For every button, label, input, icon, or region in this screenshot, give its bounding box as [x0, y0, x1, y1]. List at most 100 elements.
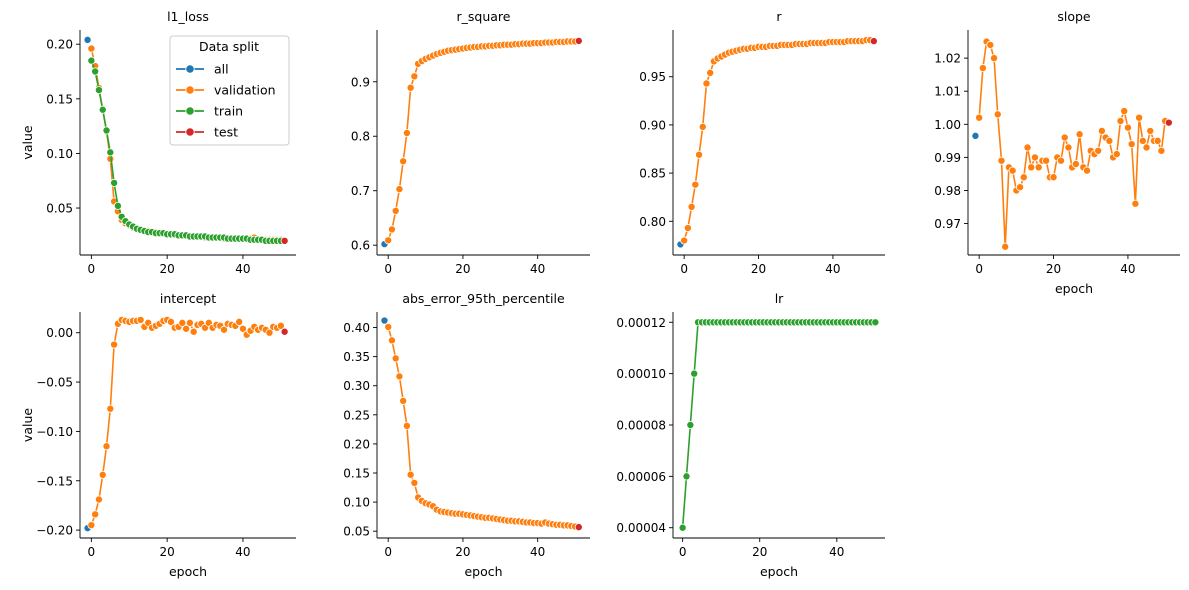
data-point — [1023, 143, 1032, 152]
data-point — [1105, 136, 1114, 145]
x-tick-label: 40 — [530, 545, 545, 559]
data-point — [680, 236, 689, 245]
x-tick-label: 0 — [679, 545, 687, 559]
y-tick-label: 0.00006 — [616, 470, 666, 484]
data-point — [185, 318, 194, 327]
data-point — [410, 478, 419, 487]
y-tick-label: 0.85 — [639, 167, 666, 181]
x-tick-label: 20 — [751, 262, 766, 276]
data-point — [235, 317, 244, 326]
data-point — [189, 327, 198, 336]
data-point — [387, 225, 396, 234]
x-axis-label: epoch — [169, 564, 207, 579]
series-all — [83, 35, 92, 44]
data-point — [993, 110, 1002, 119]
y-tick-label: 0.95 — [639, 70, 666, 84]
x-tick-label: 40 — [235, 262, 250, 276]
legend-label: train — [214, 104, 243, 119]
data-point — [1060, 133, 1069, 142]
data-point — [387, 336, 396, 345]
subplot-title: abs_error_95th_percentile — [402, 291, 565, 306]
series-line — [387, 40, 576, 241]
series-test — [574, 36, 583, 45]
y-tick-label: 0.05 — [46, 202, 73, 216]
data-point — [110, 178, 119, 187]
data-point — [574, 36, 583, 45]
y-tick-label: 1.02 — [934, 52, 961, 66]
data-point — [1064, 143, 1073, 152]
data-point — [1016, 183, 1025, 192]
y-tick-label: 0.00008 — [616, 419, 666, 433]
data-point — [686, 420, 695, 429]
data-point — [402, 421, 411, 430]
series-validation — [384, 322, 580, 531]
data-point — [1075, 130, 1084, 139]
y-tick-label: 0.97 — [934, 217, 961, 231]
data-point — [395, 372, 404, 381]
y-tick-label: 0.8 — [351, 130, 370, 144]
data-point — [574, 523, 583, 532]
data-point — [1146, 126, 1155, 135]
subplot-title: r — [776, 9, 782, 24]
subplot-title: intercept — [160, 291, 216, 306]
data-point — [238, 324, 247, 333]
series-line — [90, 318, 282, 526]
x-tick-label: 40 — [825, 262, 840, 276]
y-axis-label: value — [20, 408, 35, 442]
data-point — [1153, 136, 1162, 145]
y-axis-label: value — [20, 125, 35, 159]
legend-label: test — [214, 125, 238, 140]
data-point — [1083, 166, 1092, 175]
data-point — [182, 324, 191, 333]
x-tick-label: 40 — [530, 262, 545, 276]
legend-marker — [185, 64, 195, 74]
y-tick-label: 0.10 — [46, 147, 73, 161]
series-test — [280, 327, 289, 336]
data-point — [98, 470, 107, 479]
y-tick-label: −0.15 — [36, 474, 73, 488]
y-tick-label: 0.80 — [639, 215, 666, 229]
y-tick-label: 0.00010 — [616, 367, 666, 381]
x-tick-label: 20 — [455, 262, 470, 276]
data-point — [1049, 173, 1058, 182]
data-point — [1116, 116, 1125, 125]
data-point — [695, 150, 704, 159]
y-tick-label: 1.01 — [934, 85, 961, 99]
y-tick-label: 0.35 — [343, 350, 370, 364]
data-point — [997, 156, 1006, 165]
data-point — [690, 369, 699, 378]
data-point — [102, 126, 111, 135]
data-point — [219, 325, 228, 334]
subplot-intercept: intercept 0 20 40 −0.20 −0.15 −0.10 −0.05 0.00 va… — [20, 291, 296, 579]
data-point — [106, 148, 115, 157]
legend-marker — [185, 106, 195, 116]
data-point — [990, 54, 999, 63]
data-point — [1071, 160, 1080, 169]
y-tick-label: 0.40 — [343, 321, 370, 335]
data-point — [402, 128, 411, 137]
y-tick-label: 0.90 — [639, 118, 666, 132]
y-tick-label: 0.20 — [46, 38, 73, 52]
data-point — [136, 315, 145, 324]
data-point — [706, 68, 715, 77]
subplot-title: l1_loss — [167, 9, 209, 24]
y-tick-label: 0.00004 — [616, 521, 666, 535]
data-point — [698, 122, 707, 131]
legend-label: all — [214, 62, 229, 77]
series-all — [380, 316, 389, 325]
legend-label: validation — [214, 83, 276, 98]
data-point — [102, 442, 111, 451]
data-point — [1131, 199, 1140, 208]
data-point — [87, 56, 96, 65]
data-point — [1123, 123, 1132, 132]
y-tick-label: 0.30 — [343, 379, 370, 393]
data-point — [380, 316, 389, 325]
legend-entry-all: all — [176, 62, 229, 77]
series-test — [1164, 118, 1173, 127]
y-tick-label: 0.00012 — [616, 316, 666, 330]
x-tick-label: 40 — [829, 545, 844, 559]
data-point — [1142, 143, 1151, 152]
legend-title: Data split — [199, 39, 259, 54]
data-point — [94, 86, 103, 95]
x-tick-label: 20 — [160, 262, 175, 276]
